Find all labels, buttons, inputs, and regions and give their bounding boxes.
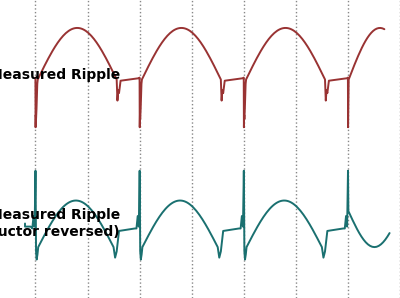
Text: Measured Ripple
(inductor reversed): Measured Ripple (inductor reversed) [0, 208, 120, 239]
Text: Measured Ripple: Measured Ripple [0, 68, 120, 81]
